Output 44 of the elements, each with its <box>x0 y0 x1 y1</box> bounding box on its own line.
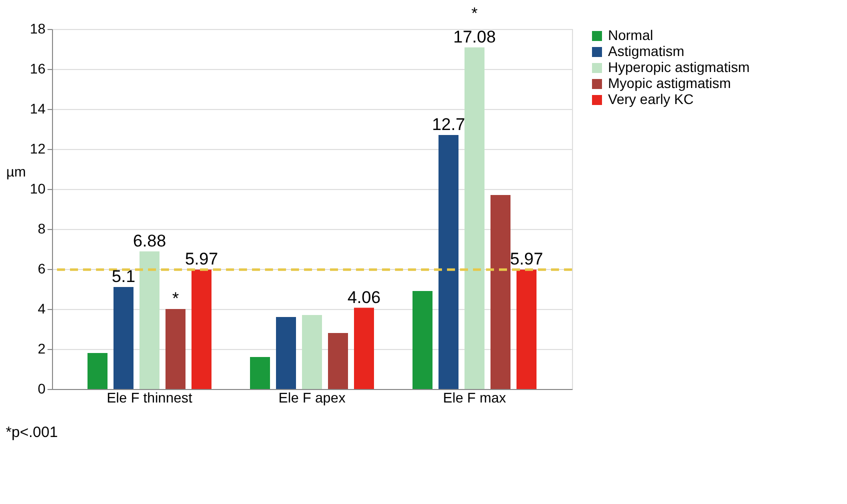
bar <box>250 357 270 389</box>
annotation: * <box>471 5 478 22</box>
bar <box>166 309 186 389</box>
bar <box>88 353 108 389</box>
legend-label: Myopic astigmatism <box>608 75 731 91</box>
bar <box>302 315 322 389</box>
data-label: 12.7 <box>432 115 466 134</box>
data-label: 6.88 <box>132 231 166 250</box>
y-tick-label: 6 <box>38 260 46 276</box>
bar <box>354 308 374 389</box>
x-tick-label: Ele F apex <box>278 390 346 406</box>
legend-label: Very early KC <box>608 91 694 107</box>
data-label: 5.97 <box>184 250 218 269</box>
bar <box>114 287 134 389</box>
text: *p<.001 <box>6 424 58 441</box>
y-tick-label: 4 <box>38 300 46 316</box>
y-tick-label: 12 <box>30 140 46 156</box>
data-label: 4.06 <box>347 288 381 307</box>
data-label: 5.1 <box>112 267 136 286</box>
data-label: * <box>172 289 180 308</box>
data-label: 5.97 <box>510 250 544 269</box>
legend-label: Hyperopic astigmatism <box>608 59 750 75</box>
bar <box>490 195 510 389</box>
legend-label: Astigmatism <box>608 43 684 59</box>
bar <box>276 317 296 389</box>
y-tick-label: 18 <box>30 20 46 36</box>
bar <box>328 333 348 389</box>
legend-label: Normal <box>608 27 654 43</box>
y-tick-label: 2 <box>38 340 46 356</box>
x-tick-label: Ele F thinnest <box>106 390 192 406</box>
data-label: 17.08 <box>453 27 496 46</box>
bar <box>438 135 458 389</box>
y-tick-label: 0 <box>38 380 46 396</box>
y-tick-label: 14 <box>30 100 46 116</box>
y-tick-label: 8 <box>38 220 46 236</box>
bar <box>140 251 160 389</box>
y-axis-title: µm <box>6 164 26 180</box>
x-tick-label: Ele F max <box>442 390 506 406</box>
bar <box>412 291 432 389</box>
bar <box>192 270 212 389</box>
y-tick-label: 10 <box>30 180 46 196</box>
bar <box>516 270 536 389</box>
y-tick-label: 16 <box>30 60 46 76</box>
bar <box>464 47 484 389</box>
